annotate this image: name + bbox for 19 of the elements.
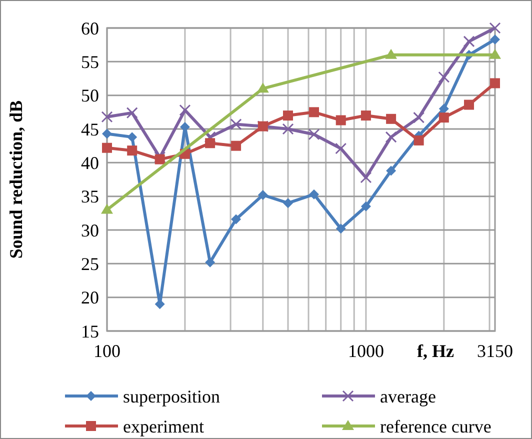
y-tick-label: 15 [81,321,99,342]
legend-label: average [380,386,436,406]
y-tick-label: 20 [81,288,99,308]
legend-label: superposition [123,386,220,406]
y-tick-label: 25 [81,254,99,274]
x-tick-label: 100 [94,341,120,361]
y-tick-label: 40 [81,152,99,173]
legend-label: reference curve [380,416,492,436]
x-tick-label: 3150 [477,341,513,361]
y-tick-label: 50 [81,86,99,106]
y-tick-label: 35 [81,186,99,207]
legend-label: experiment [123,416,204,436]
x-axis-title: f, Hz [416,341,454,361]
y-tick-label: 55 [81,52,99,72]
y-tick-label: 60 [81,18,99,38]
y-axis-title: Sound reduction, dB [6,100,26,259]
y-tick-label: 45 [81,119,99,140]
x-tick-label: 1000 [348,341,384,361]
y-tick-label: 30 [81,220,99,240]
